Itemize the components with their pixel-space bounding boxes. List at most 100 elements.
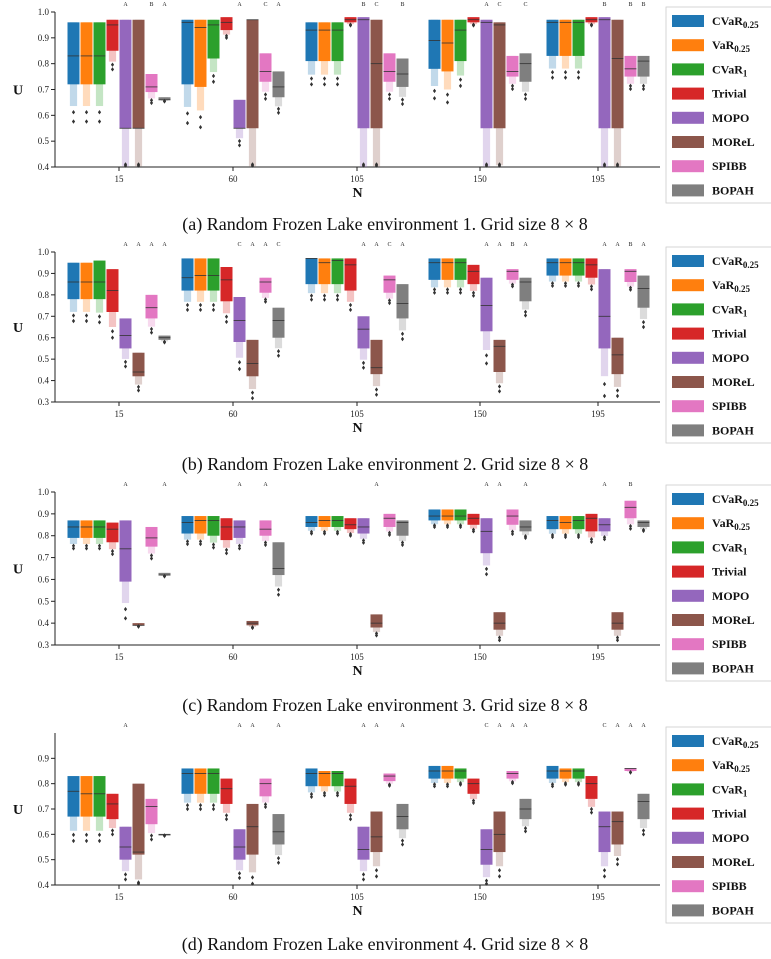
legend: CVaR0.25VaR0.25CVaR1TrivialMOPOMOReLSPIB… <box>665 6 771 204</box>
outlier-marker <box>458 290 463 295</box>
legend-swatch <box>672 662 704 675</box>
outlier-marker <box>263 542 268 548</box>
box <box>145 526 158 547</box>
outlier-marker <box>185 120 190 126</box>
significance-annotation: B <box>628 2 632 8</box>
outlier-marker <box>149 833 154 838</box>
box <box>493 811 506 853</box>
outlier-marker <box>335 76 340 81</box>
legend-swatch <box>672 517 704 530</box>
box <box>383 773 396 782</box>
box <box>572 516 585 530</box>
box <box>233 520 246 538</box>
box <box>331 258 344 285</box>
outlier-marker <box>361 163 366 168</box>
legend-label-text: CVaR <box>712 14 743 28</box>
box <box>441 765 454 779</box>
outlier-marker <box>97 314 102 319</box>
y-tick-label: 0.3 <box>38 640 50 650</box>
box <box>93 22 106 85</box>
legend: CVaR0.25VaR0.25CVaR1TrivialMOPOMOReLSPIB… <box>665 726 771 924</box>
y-tick-label: 0.5 <box>38 354 50 364</box>
box <box>220 518 233 541</box>
legend-label-text: CVaR <box>712 540 743 554</box>
legend-label-text: BOPAH <box>712 183 754 197</box>
outlier-marker <box>641 832 646 837</box>
outlier-marker <box>322 790 327 796</box>
box <box>194 516 207 534</box>
legend-swatch <box>672 856 704 868</box>
legend-label-text: MOPO <box>712 111 749 125</box>
box <box>207 516 220 536</box>
outlier-marker <box>589 23 594 28</box>
legend-label-text: VaR <box>712 516 735 530</box>
outlier-marker <box>361 877 366 882</box>
outlier-marker <box>471 293 476 298</box>
y-tick-label: 0.4 <box>38 162 50 172</box>
box <box>207 19 220 59</box>
outlier-marker <box>276 860 281 865</box>
legend-frame <box>665 246 771 444</box>
legend-label: MOReL <box>712 135 755 149</box>
significance-annotation: A <box>136 242 141 248</box>
outlier-marker <box>185 806 190 812</box>
outlier-marker <box>71 110 76 115</box>
legend-label-text: MOPO <box>712 589 749 603</box>
box <box>559 768 572 779</box>
y-tick-label: 0.9 <box>38 509 50 519</box>
box <box>428 19 441 69</box>
outlier-marker <box>615 635 620 640</box>
y-tick-label: 0.7 <box>38 804 50 814</box>
box <box>67 520 80 538</box>
legend-swatch <box>672 39 704 52</box>
outlier-marker <box>250 163 255 168</box>
x-tick-label: 15 <box>115 652 125 662</box>
panel-caption: (b) Random Frozen Lake environment 2. Gr… <box>182 454 589 475</box>
box <box>67 776 80 817</box>
outlier-marker <box>123 616 128 621</box>
outlier-marker <box>484 881 489 886</box>
outlier-marker <box>335 297 340 302</box>
box <box>132 19 145 129</box>
significance-annotation: A <box>523 723 528 729</box>
legend-frame <box>665 726 771 924</box>
box <box>396 520 409 536</box>
outlier-marker <box>162 833 167 839</box>
outlier-marker <box>510 531 515 537</box>
legend-label: CVaR1 <box>712 540 748 556</box>
significance-annotation: A <box>276 2 281 8</box>
legend-swatch <box>672 424 704 437</box>
box <box>145 74 158 93</box>
outlier-marker <box>615 857 620 862</box>
legend-label: VaR0.25 <box>712 516 750 532</box>
outlier-marker <box>497 635 502 640</box>
outlier-marker <box>198 125 203 130</box>
x-axis-label: N <box>352 186 362 201</box>
box <box>80 22 93 85</box>
outlier-marker <box>348 23 353 28</box>
outlier-marker <box>309 794 314 800</box>
chart-panel-3: 0.3 0.4 0.5 0.6 0.7 0.8 0.9 1.0 15 60 105 150 195 U N (… <box>13 482 771 716</box>
box <box>454 509 467 521</box>
outlier-marker <box>162 574 167 579</box>
outlier-marker <box>211 307 216 313</box>
box <box>624 768 637 771</box>
outlier-marker <box>224 813 229 818</box>
legend-label-subscript: 0.25 <box>734 764 750 774</box>
outlier-marker <box>110 551 115 557</box>
y-axis-label: U <box>13 563 23 578</box>
outlier-marker <box>110 335 115 340</box>
box <box>272 71 285 98</box>
outlier-marker <box>123 163 128 168</box>
x-tick-label: 105 <box>350 892 364 902</box>
outlier-marker <box>615 862 620 867</box>
outlier-marker <box>523 92 528 97</box>
outlier-marker <box>71 838 76 844</box>
significance-annotation: B <box>361 2 365 8</box>
outlier-marker <box>374 868 379 873</box>
legend-label: SPIBB <box>712 399 747 413</box>
box <box>220 778 233 804</box>
box <box>181 768 194 794</box>
outlier-marker <box>484 353 489 358</box>
outlier-marker <box>322 293 327 298</box>
